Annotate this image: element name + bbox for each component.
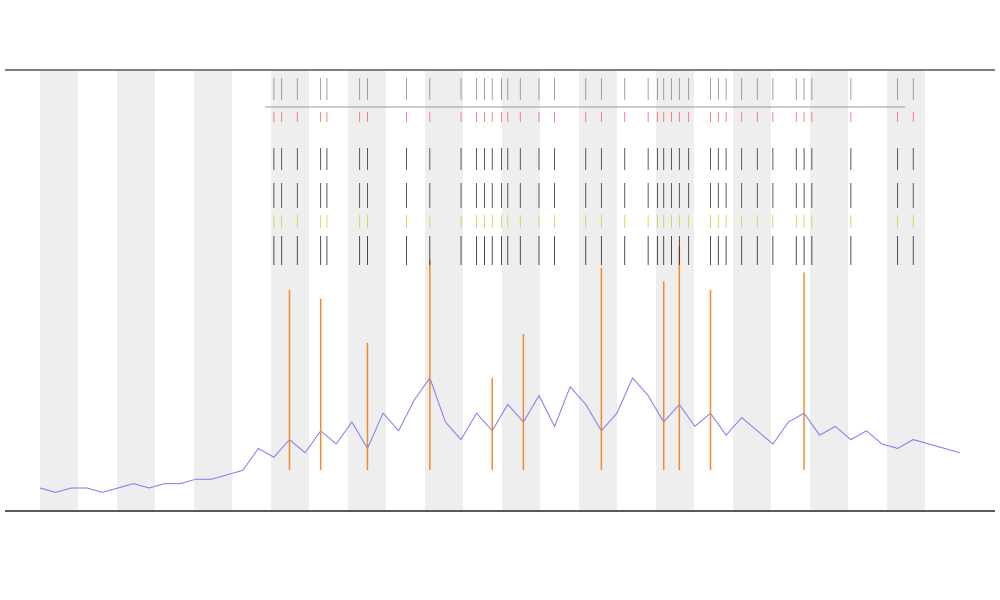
shaded-band [810, 71, 848, 510]
shaded-band [887, 71, 925, 510]
shaded-band [117, 71, 155, 510]
shaded-band [656, 71, 694, 510]
background-bands [40, 71, 925, 510]
shaded-band [425, 71, 463, 510]
signal-line [39, 376, 961, 493]
plot-area [39, 78, 961, 493]
shaded-band [502, 71, 540, 510]
shaded-band [579, 71, 617, 510]
shaded-band [40, 71, 78, 510]
shaded-band [733, 71, 771, 510]
shaded-band [194, 71, 232, 510]
